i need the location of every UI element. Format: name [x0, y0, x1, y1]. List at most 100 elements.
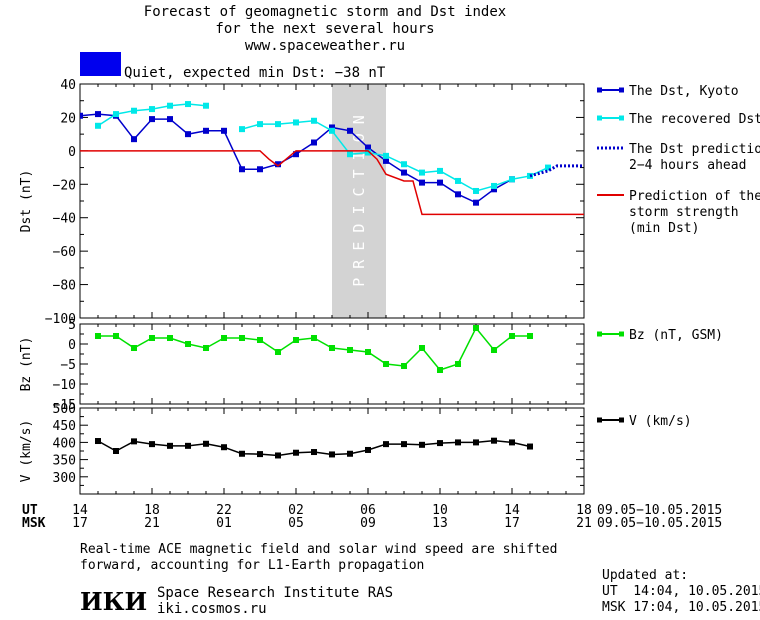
legend-marker — [597, 331, 602, 337]
y-axis-label: V (km/s) — [19, 420, 34, 483]
data-point — [167, 102, 173, 109]
data-point — [275, 161, 281, 168]
data-point — [311, 117, 317, 124]
data-point — [329, 124, 335, 131]
data-point — [419, 179, 425, 186]
plot-frame — [79, 323, 585, 405]
y-tick-label: 450 — [53, 419, 76, 434]
ut-axis-label: UT — [22, 503, 38, 518]
data-point — [311, 139, 317, 146]
series-line — [80, 113, 513, 204]
status-text: Quiet, expected min Dst: −38 nT — [124, 65, 386, 81]
data-point — [95, 122, 101, 129]
data-point — [80, 112, 83, 119]
v-legend: V (km/s) — [597, 414, 692, 429]
data-point — [131, 345, 137, 351]
data-point — [185, 131, 191, 138]
data-point — [149, 116, 155, 123]
data-point — [365, 446, 371, 453]
legend-label: Prediction of the — [629, 189, 760, 204]
data-point — [239, 335, 245, 341]
data-point — [293, 337, 299, 343]
legend-marker — [619, 331, 624, 337]
msk-tick-label: 21 — [144, 516, 160, 531]
y-tick-label: −5 — [60, 358, 76, 373]
y-tick-label: 400 — [53, 436, 76, 451]
data-point — [311, 449, 317, 456]
data-point — [221, 335, 227, 341]
y-tick-label: 5 — [68, 318, 76, 333]
data-point — [311, 335, 317, 341]
msk-tick-label: 01 — [216, 516, 232, 531]
data-point — [275, 349, 281, 355]
data-point — [455, 361, 461, 367]
y-tick-label: 20 — [60, 111, 76, 126]
y-tick-label: −20 — [53, 178, 76, 193]
legend-label: (min Dst) — [629, 221, 699, 236]
series-0-3 — [80, 150, 584, 216]
data-point — [221, 444, 227, 451]
data-point — [203, 440, 209, 447]
msk-date-range: 09.05−10.05.2015 — [597, 516, 722, 531]
data-point — [401, 169, 407, 176]
data-point — [293, 119, 299, 126]
ut-tick-label: 14 — [72, 503, 88, 518]
data-point — [401, 363, 407, 369]
y-tick-label: −80 — [53, 279, 76, 294]
data-point — [203, 127, 209, 134]
data-point — [131, 136, 137, 143]
data-point — [113, 333, 119, 339]
prediction-label: P R E D I C T I O N — [350, 115, 368, 287]
data-point — [167, 116, 173, 123]
series-line — [241, 120, 549, 192]
msk-tick-label: 09 — [360, 516, 376, 531]
ut-tick-label: 18 — [576, 503, 592, 518]
y-tick-label: 0 — [68, 145, 76, 160]
y-tick-label: 40 — [60, 78, 76, 93]
data-point — [437, 440, 443, 447]
data-point — [383, 441, 389, 448]
data-point — [473, 439, 479, 446]
data-point — [509, 333, 515, 339]
data-point — [131, 107, 137, 114]
y-tick-label: −40 — [53, 212, 76, 227]
time-axis: UT MSK 09.05−10.05.2015 09.05−10.05.2015… — [22, 503, 722, 531]
bz-legend: Bz (nT, GSM) — [597, 328, 723, 343]
data-point — [365, 149, 371, 156]
data-point — [383, 152, 389, 159]
legend-label: The Dst prediction — [629, 142, 760, 157]
data-point — [203, 102, 209, 109]
data-point — [491, 182, 497, 189]
institute-url[interactable]: iki.cosmos.ru — [157, 601, 267, 617]
site-url[interactable]: www.spaceweather.ru — [245, 38, 405, 54]
data-point — [257, 166, 263, 173]
data-point — [131, 438, 137, 445]
bz-panel: 5 0 −5 −10 −15 Bz (nT) — [19, 318, 585, 413]
dst-legend: The Dst, Kyoto The recovered Dst The Dst p… — [597, 84, 760, 236]
series-2-0 — [95, 437, 533, 459]
legend-label: V (km/s) — [629, 414, 692, 429]
iki-logo: ИКИ — [80, 587, 147, 616]
series-0-2 — [529, 164, 584, 178]
data-point — [113, 111, 119, 118]
ut-tick-label: 10 — [432, 503, 448, 518]
data-point — [383, 361, 389, 367]
data-point — [167, 335, 173, 341]
data-point — [149, 335, 155, 341]
legend-marker — [597, 115, 602, 121]
y-tick-label: 350 — [53, 454, 76, 469]
legend-marker — [597, 417, 602, 423]
data-point — [347, 127, 353, 134]
data-point — [491, 347, 497, 353]
data-point — [329, 345, 335, 351]
data-point — [401, 441, 407, 448]
data-point — [149, 441, 155, 448]
data-point — [491, 186, 497, 193]
data-point — [527, 333, 533, 339]
data-point — [437, 167, 443, 174]
updated-ut: UT 14:04, 10.05.2015 — [602, 584, 760, 599]
data-point — [419, 169, 425, 176]
data-point — [293, 151, 299, 158]
data-point — [473, 325, 479, 331]
